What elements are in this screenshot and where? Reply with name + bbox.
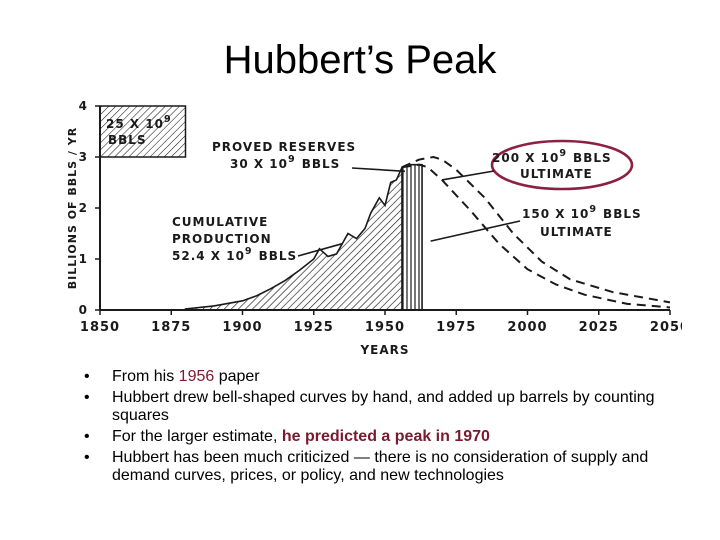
- ult150-label: 150 X 109 BBLS: [522, 204, 642, 221]
- bullet-highlight: 1956: [178, 368, 215, 385]
- bullet-text-tail: paper: [214, 368, 260, 385]
- legend-box-hatched: [99, 105, 187, 158]
- x-tick-label: 1925: [294, 320, 334, 335]
- bullet-text: Hubbert has been much criticized — there…: [112, 449, 649, 484]
- ultimate-200-curve: [401, 155, 671, 304]
- x-axis-label: YEARS: [359, 343, 409, 357]
- bullet-text: Hubbert drew bell-shaped curves by hand,…: [112, 389, 655, 424]
- cumulative-label: CUMULATIVE: [172, 215, 268, 229]
- ult200-label-2: ULTIMATE: [520, 167, 593, 181]
- proved-reserves-area: [401, 163, 423, 311]
- ult200-pointer: [441, 170, 495, 181]
- y-tick-label: 4: [79, 99, 88, 113]
- y-tick-label: 2: [79, 201, 88, 215]
- bullet-list: • From his 1956 paper • Hubbert drew bel…: [84, 368, 674, 485]
- box-label-amount: 25 X 109: [106, 114, 172, 131]
- cumulative-production-area: [184, 166, 403, 311]
- bullet-highlight: he predicted a peak in 1970: [281, 428, 490, 445]
- ult200-label: 200 X 109 BBLS: [492, 148, 612, 165]
- bullet-dot: •: [84, 428, 90, 445]
- y-tick-label: 3: [79, 150, 88, 164]
- cumulative-label-2: PRODUCTION: [172, 232, 272, 246]
- ult150-pointer: [430, 220, 521, 242]
- highlight-ellipse: [490, 139, 634, 191]
- y-tick-label: 1: [79, 252, 88, 266]
- x-tick-label: 1900: [222, 320, 262, 335]
- ult150-label-2: ULTIMATE: [540, 225, 613, 239]
- bullet-item: • Hubbert has been much criticized — the…: [84, 449, 674, 485]
- bullet-dot: •: [84, 368, 90, 385]
- cumulative-pointer: [297, 242, 343, 257]
- bullet-dot: •: [84, 449, 90, 466]
- reserves-label: PROVED RESERVES: [212, 140, 356, 154]
- chart-series: [99, 105, 671, 311]
- x-tick-label: 2000: [507, 320, 547, 335]
- x-tick-label: 1975: [436, 320, 476, 335]
- bullet-text: For the larger estimate,: [112, 428, 282, 445]
- box-label-unit: BBLS: [108, 133, 147, 147]
- cumulative-amount: 52.4 X 109 BBLS: [172, 246, 297, 263]
- bullet-item: • For the larger estimate, he predicted …: [84, 428, 674, 446]
- bullet-text: From his: [112, 368, 179, 385]
- bullet-dot: •: [84, 389, 90, 406]
- slide-title: Hubbert’s Peak: [223, 38, 497, 82]
- y-tick-label: 0: [79, 303, 88, 317]
- reserves-amount: 30 X 109 BBLS: [230, 154, 340, 171]
- x-tick-label: 1950: [365, 320, 405, 335]
- x-tick-label: 1875: [151, 320, 191, 335]
- ultimate-150-curve: [401, 163, 671, 309]
- bullet-item: • From his 1956 paper: [84, 368, 674, 386]
- reserves-pointer: [351, 167, 405, 173]
- x-tick-label: 2025: [579, 320, 619, 335]
- x-tick-label: 1850: [80, 320, 120, 335]
- bullet-item: • Hubbert drew bell-shaped curves by han…: [84, 389, 674, 425]
- y-axis-label: BILLIONS OF BBLS / YR: [66, 127, 79, 289]
